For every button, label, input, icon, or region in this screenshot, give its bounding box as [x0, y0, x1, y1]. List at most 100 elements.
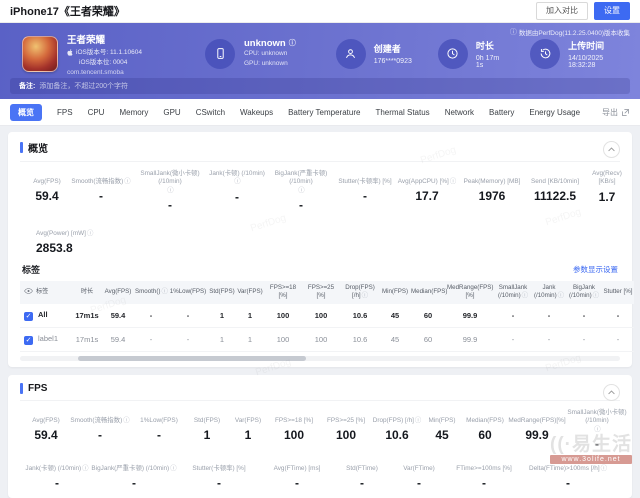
stat-cell: 1%Low(FPS) -	[132, 409, 186, 451]
tab-network[interactable]: Network	[444, 107, 475, 117]
info-icon[interactable]: ⓘ	[361, 292, 368, 300]
row-label: All	[38, 309, 48, 319]
stat-cell: Avg(FPS) 59.4	[24, 170, 70, 212]
table-cell: 45	[380, 303, 410, 328]
stat-label: Smooth(流畅指数) ⓘ	[70, 416, 130, 424]
fps-stats-row2: Jank(卡顿) (/10min) ⓘ - BigJank(严重卡顿) (/10min…	[20, 453, 620, 492]
stat-label: Send [KB/10min]	[531, 177, 579, 185]
stat-value: -	[360, 475, 364, 490]
info-icon[interactable]: ⓘ	[82, 464, 89, 472]
column-header: Var(FPS)	[236, 280, 264, 304]
table-cell: -	[134, 327, 168, 352]
info-icon[interactable]: ⓘ	[288, 40, 296, 48]
app-name: 王者荣耀	[67, 35, 106, 46]
tab-battery-temperature[interactable]: Battery Temperature	[288, 107, 361, 117]
table-cell: -	[494, 303, 532, 328]
info-icon[interactable]: ⓘ	[167, 186, 174, 194]
row-checkbox[interactable]: ✓	[24, 311, 33, 321]
table-cell: 100	[264, 327, 302, 352]
info-icon[interactable]: ⓘ	[234, 178, 241, 186]
table-cell: 10.6	[340, 327, 380, 352]
param-display-settings-link[interactable]: 参数显示设置	[573, 264, 618, 274]
info-icon[interactable]: ⓘ	[557, 292, 565, 300]
stat-cell: Median(FPS) 60	[462, 409, 508, 451]
tab-energy-usage[interactable]: Energy Usage	[529, 107, 581, 117]
stat-cell: Jank(卡顿) (/10min) ⓘ -	[24, 457, 90, 490]
table-cell: 1	[236, 327, 264, 352]
stat-cell: Avg(Recv) [KB/s] 1.7	[586, 170, 628, 212]
settings-button[interactable]: 设置	[594, 2, 630, 20]
row-label: label1	[38, 333, 59, 343]
info-icon[interactable]: ⓘ	[414, 416, 422, 424]
tags-title: 标签	[22, 264, 41, 275]
stat-label: Min(FPS)	[428, 416, 456, 424]
info-icon[interactable]: ⓘ	[86, 229, 94, 237]
meta-history: 上传时间 14/10/2025 18:32:28	[530, 38, 626, 69]
export-button[interactable]: 导出	[602, 107, 630, 118]
tab-fps[interactable]: FPS	[57, 107, 73, 117]
stat-value: 1	[203, 427, 211, 442]
collapse-overview-button[interactable]	[603, 141, 620, 158]
user-icon	[335, 38, 366, 69]
info-icon[interactable]: ⓘ	[592, 292, 600, 300]
column-header: 时长	[72, 280, 102, 304]
tab-gpu[interactable]: GPU	[163, 107, 181, 117]
stat-value: -	[566, 475, 570, 490]
column-header: FPS>=25 [%]	[302, 280, 340, 304]
export-icon	[622, 108, 629, 116]
info-icon[interactable]: ⓘ	[170, 464, 177, 472]
table-cell: 60	[410, 303, 446, 328]
tab-memory[interactable]: Memory	[119, 107, 149, 117]
meta-value: 176****0923	[373, 58, 412, 66]
remark-label: 备注:	[19, 83, 36, 90]
info-icon: ⓘ	[509, 29, 517, 36]
table-cell: 99.9	[446, 303, 494, 328]
join-compare-button[interactable]: 加入对比	[536, 2, 588, 20]
stat-value: 100	[335, 427, 357, 442]
apple-icon	[67, 49, 73, 57]
info-icon[interactable]: ⓘ	[123, 416, 130, 424]
ios-version: iOS版本号: 11.1.10604	[76, 49, 142, 56]
info-icon[interactable]: ⓘ	[521, 292, 529, 300]
row-checkbox[interactable]: ✓	[24, 335, 33, 345]
stat-value: -	[417, 475, 421, 490]
tab-概览[interactable]: 概览	[10, 103, 42, 121]
stat-cell: Min(FPS) 45	[422, 409, 462, 451]
table-cell: -	[168, 303, 208, 328]
column-header: Drop(FPS) [/h]ⓘ	[340, 280, 380, 304]
table-cell: -	[532, 327, 566, 352]
tab-cpu[interactable]: CPU	[87, 107, 105, 117]
meta-clock: 时长 0h 17m 1s	[437, 38, 504, 69]
title-accent	[20, 382, 23, 394]
stat-cell: Avg(FPS) 59.4	[24, 409, 68, 451]
info-icon[interactable]: ⓘ	[161, 288, 168, 296]
device-cpu: CPU: unknown	[244, 49, 288, 57]
stat-value: -	[99, 189, 103, 203]
stat-value: 59.4	[34, 427, 58, 442]
tab-wakeups[interactable]: Wakeups	[240, 107, 274, 117]
tab-thermal-status[interactable]: Thermal Status	[375, 107, 430, 117]
stat-cell: Avg(FTime) [ms] -	[260, 457, 334, 490]
title-accent	[20, 142, 23, 153]
info-icon[interactable]: ⓘ	[594, 425, 601, 433]
collapse-fps-button[interactable]	[603, 383, 620, 401]
info-icon[interactable]: ⓘ	[124, 177, 131, 185]
stat-cell: SmallJank(微小卡顿) (/10min) ⓘ -	[132, 170, 208, 212]
stat-value: 99.9	[525, 427, 549, 442]
scrollbar-thumb[interactable]	[78, 355, 306, 361]
column-header: Min(FPS)	[380, 280, 410, 304]
session-metas: 创建者 176****0923 时长 0h 17m 1s 上传时间 14/10/2025 …	[335, 38, 626, 69]
stat-cell: Avg(Power) [mW] ⓘ 2853.8	[24, 222, 126, 255]
info-icon[interactable]: ⓘ	[449, 177, 457, 185]
info-icon[interactable]: ⓘ	[600, 464, 607, 472]
horizontal-scrollbar[interactable]	[20, 355, 620, 361]
stat-label: MedRange(FPS)[%]	[508, 416, 566, 424]
stat-cell: FTime>=100ms [%] -	[448, 457, 520, 490]
info-icon[interactable]: ⓘ	[298, 186, 305, 194]
remark-bar[interactable]: 备注: 添加备注，不超过200个字符	[10, 78, 630, 94]
tab-cswitch[interactable]: CSwitch	[195, 107, 226, 117]
table-cell: 17m1s	[72, 327, 102, 352]
eye-icon[interactable]	[24, 288, 33, 294]
stat-value: -	[295, 475, 299, 490]
tab-battery[interactable]: Battery	[489, 107, 515, 117]
